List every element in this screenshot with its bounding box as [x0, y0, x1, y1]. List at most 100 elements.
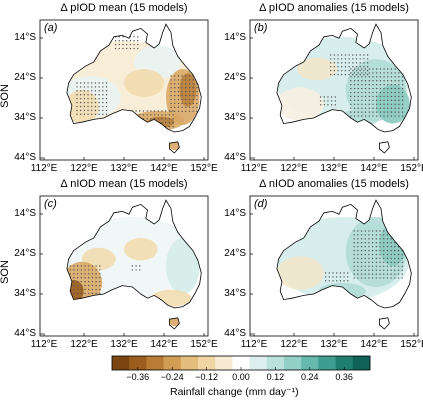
significance-dot — [357, 265, 359, 267]
significance-dot — [181, 83, 183, 85]
significance-dot — [366, 62, 369, 64]
colorbar-swatch — [335, 356, 354, 370]
significance-dot — [91, 86, 93, 88]
significance-dot — [196, 75, 198, 77]
significance-dot — [105, 97, 108, 100]
significance-dot — [153, 122, 156, 124]
significance-dot — [357, 269, 359, 271]
significance-dot — [341, 69, 343, 72]
significance-dot — [161, 114, 163, 116]
significance-dot — [192, 110, 194, 112]
significance-dot — [394, 87, 396, 90]
significance-dot — [181, 79, 183, 81]
significance-dot — [83, 101, 86, 104]
significance-dot — [188, 106, 191, 109]
colorbar-tick-label: 0.24 — [301, 372, 319, 382]
lat-label: 14°S — [14, 32, 36, 43]
tasmania-coastline — [378, 317, 390, 330]
significance-dot — [401, 107, 404, 109]
significance-dot — [135, 265, 137, 267]
significance-dot — [168, 125, 171, 128]
significance-dot — [99, 273, 101, 275]
significance-dot — [105, 86, 108, 88]
significance-dot — [394, 238, 396, 240]
significance-dot — [137, 47, 139, 50]
significance-dot — [390, 95, 393, 98]
significance-dot — [390, 103, 393, 105]
panel-title: Δ nIOD mean (15 models) — [60, 178, 188, 190]
significance-dot — [333, 54, 336, 56]
significance-dot — [394, 111, 396, 113]
significance-dot — [401, 103, 404, 105]
significance-dot — [386, 277, 389, 279]
significance-dot — [150, 122, 152, 124]
significance-dot — [91, 105, 93, 108]
significance-dot — [398, 111, 400, 113]
significance-dot — [170, 94, 172, 97]
significance-dot — [91, 284, 94, 287]
significance-dot — [150, 118, 152, 120]
significance-dot — [79, 105, 82, 108]
significance-dot — [177, 94, 180, 97]
significance-dot — [83, 105, 86, 108]
significance-dot — [188, 83, 191, 85]
significance-dot — [161, 122, 163, 124]
significance-dot — [371, 234, 374, 236]
significance-dot — [371, 245, 374, 248]
coastline — [66, 199, 202, 309]
significance-dot — [364, 91, 367, 94]
significance-dot — [177, 90, 180, 93]
significance-dot — [347, 280, 349, 282]
significance-dot — [142, 125, 145, 128]
rainfall-field — [124, 69, 165, 97]
significance-dot — [76, 265, 79, 267]
map-panel — [249, 195, 419, 337]
significance-dot — [361, 107, 363, 109]
significance-dot — [76, 292, 79, 295]
significance-dot — [341, 73, 343, 76]
significance-dot — [174, 79, 176, 81]
significance-dot — [394, 76, 396, 78]
significance-dot — [185, 83, 187, 85]
significance-dot — [357, 234, 359, 236]
colorbar-swatch — [198, 356, 216, 370]
significance-dot — [319, 100, 322, 102]
significance-dot — [341, 54, 343, 56]
significance-dot — [398, 87, 400, 90]
lat-label: 24°S — [14, 248, 36, 259]
significance-dot — [133, 40, 135, 42]
significance-dot — [99, 265, 101, 267]
significance-dot — [371, 265, 374, 267]
significance-dot — [363, 62, 365, 64]
significance-dot — [368, 234, 370, 236]
colorbar-swatch — [232, 356, 250, 370]
significance-dot — [401, 91, 404, 94]
significance-dot — [361, 68, 363, 70]
significance-dot — [361, 111, 363, 113]
rainfall-field — [66, 261, 103, 304]
significance-dot — [375, 80, 378, 82]
lon-label: 112°E — [30, 163, 58, 174]
significance-dot — [386, 253, 389, 256]
significance-dot — [102, 109, 104, 112]
significance-dot — [364, 68, 367, 70]
significance-dot — [397, 265, 400, 267]
significance-dot — [355, 73, 358, 76]
significance-dot — [84, 269, 86, 271]
significance-dot — [357, 103, 359, 105]
significance-dot — [181, 110, 183, 112]
significance-dot — [137, 36, 139, 38]
significance-dot — [135, 110, 137, 112]
significance-dot — [357, 68, 359, 70]
significance-dot — [364, 230, 366, 232]
significance-dot — [339, 272, 342, 274]
significance-dot — [350, 83, 352, 86]
colorbar-swatch — [284, 356, 302, 370]
colorbar-swatch — [146, 356, 164, 370]
significance-dot — [339, 276, 342, 278]
significance-dot — [360, 257, 363, 260]
significance-dot — [91, 292, 94, 295]
significance-dot — [353, 238, 355, 240]
rainfall-field — [147, 116, 175, 128]
significance-dot — [353, 103, 356, 105]
